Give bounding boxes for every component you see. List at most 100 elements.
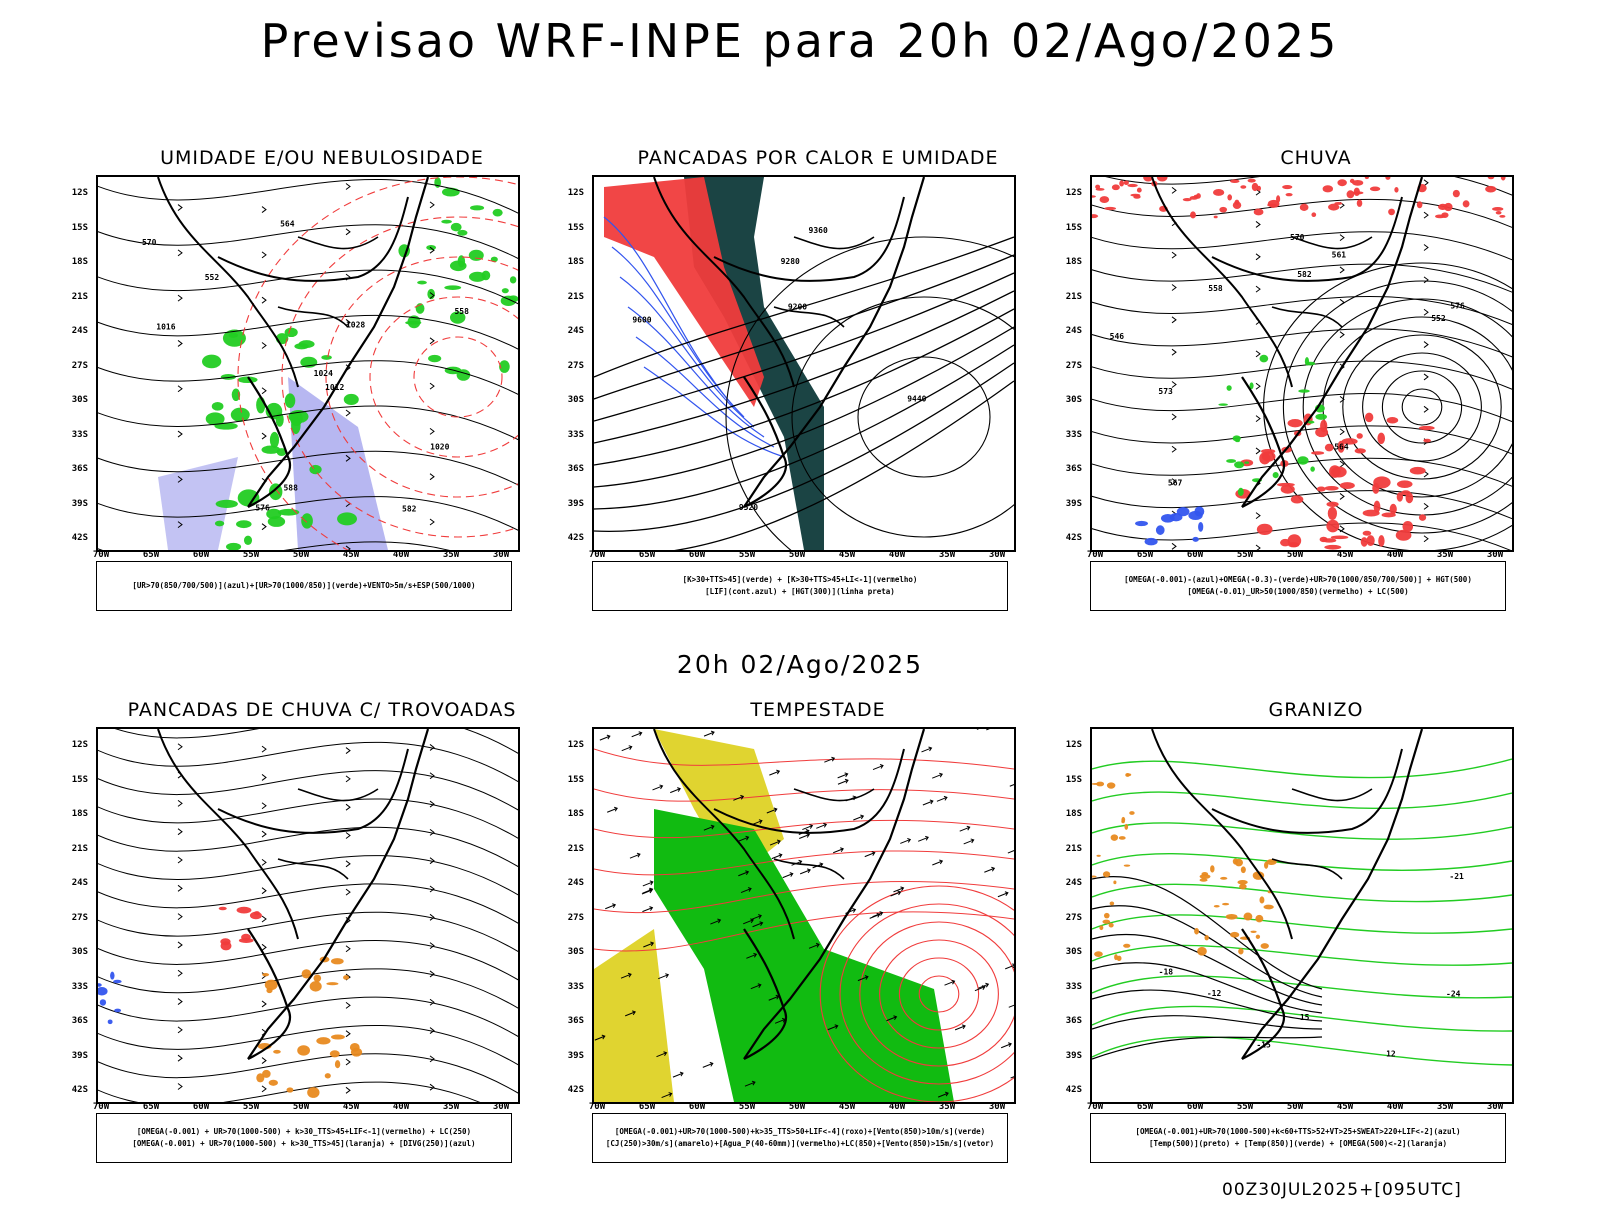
latitude-label: 30S	[548, 947, 584, 957]
rain-shade-red	[1257, 524, 1273, 535]
omega-shade-orange	[1214, 905, 1220, 907]
flow-arrow	[1424, 342, 1428, 348]
rain-shade-blue	[1198, 522, 1203, 532]
humidity-contour-green	[502, 288, 509, 293]
longitude-label: 30W	[486, 550, 516, 560]
legend-text: [CJ(250)>30m/s](amarelo)+[Agua_P(40-60mm…	[606, 1138, 994, 1150]
streamline	[98, 771, 518, 816]
humidity-contour-green	[442, 188, 460, 197]
flow-arrow	[1340, 267, 1344, 273]
omega-shade-orange	[1113, 880, 1116, 884]
streamline	[98, 799, 518, 844]
contour-label: -15	[1256, 1041, 1271, 1050]
flow-arrow	[1172, 446, 1176, 452]
humidity-contour-green	[262, 446, 281, 454]
omega-shade-orange	[1102, 920, 1110, 924]
wind-vector	[772, 854, 782, 859]
wind-vector	[658, 974, 668, 979]
rain-shade-red	[1213, 189, 1224, 196]
streamline	[1092, 177, 1512, 199]
latitude-label: 42S	[548, 533, 584, 543]
latitude-label: 12S	[52, 740, 88, 750]
humidity-contour-green	[510, 276, 516, 283]
legend-box: [K>30+TTS>45](verde) + [K>30+TTS>45+LI<-…	[592, 561, 1008, 611]
rain-shade-red	[1214, 216, 1218, 219]
flow-arrow	[178, 1084, 182, 1090]
thunderstorm-shade-orange	[287, 1087, 294, 1092]
flow-arrow	[346, 229, 350, 235]
thunderstorm-shade-red	[221, 941, 232, 950]
wind-vector	[937, 796, 947, 801]
omega-shade-orange	[1125, 773, 1130, 777]
lc-contour-red	[594, 749, 1014, 769]
rain-shade-red	[1387, 417, 1399, 423]
rain-shade-red	[1352, 180, 1363, 186]
latitude-label: 27S	[1046, 913, 1082, 923]
border-line	[1242, 377, 1284, 507]
wind-vector	[607, 807, 617, 812]
omega-shade-orange	[1210, 865, 1214, 872]
flow-arrow	[178, 829, 182, 835]
longitude-label: 30W	[1480, 1102, 1510, 1112]
longitude-label: 70W	[1080, 1102, 1110, 1112]
rain-shade-red	[1300, 204, 1309, 211]
contour-line	[1382, 371, 1461, 443]
contour-label: 546	[1110, 332, 1125, 341]
latitude-label: 42S	[1046, 533, 1082, 543]
contour-label: 12	[1386, 1049, 1396, 1058]
contour-label: 573	[1158, 387, 1173, 396]
rain-shade-red	[1357, 433, 1363, 439]
rain-shade-green	[1305, 357, 1309, 365]
flow-arrow	[1172, 414, 1176, 420]
flow-arrow	[262, 207, 266, 213]
rain-shade-red	[1419, 514, 1426, 521]
omega-shade-orange	[1107, 782, 1115, 788]
rain-shade-red	[1127, 184, 1137, 187]
streamline	[98, 912, 518, 957]
rain-shade-red	[1104, 207, 1116, 210]
contour-label: 15	[1300, 1013, 1310, 1022]
contour-label: 588	[283, 484, 298, 493]
longitude-label: 45W	[336, 550, 366, 560]
humidity-contour-green	[229, 333, 238, 338]
latitude-label: 36S	[1046, 464, 1082, 474]
divergence-shade-blue	[114, 1009, 121, 1013]
rain-shade-red	[1323, 185, 1333, 192]
rain-shade-red	[1496, 211, 1502, 215]
humidity-contour-green	[244, 536, 252, 545]
latitude-label: 24S	[1046, 326, 1082, 336]
longitude-label: 70W	[86, 1102, 116, 1112]
flow-arrow	[262, 1001, 266, 1007]
contour-label: -18	[1159, 968, 1174, 977]
thunderstorm-shade-red	[237, 907, 252, 914]
latitude-label: 18S	[52, 257, 88, 267]
wind-vector	[998, 892, 1008, 897]
rain-shade-red	[1227, 194, 1232, 200]
wind-vector	[891, 891, 901, 896]
latitude-label: 39S	[52, 1051, 88, 1061]
omega-shade-orange	[1194, 928, 1199, 934]
rain-shade-red	[1230, 179, 1239, 183]
rain-shade-red	[1410, 467, 1426, 475]
thunderstorm-shade-orange	[335, 1060, 340, 1068]
rain-shade-red	[1365, 177, 1369, 179]
rain-shade-green	[1244, 461, 1249, 464]
flow-arrow	[1256, 416, 1260, 422]
temp500-contour-black	[1092, 963, 1322, 1013]
rain-shade-green	[1260, 355, 1269, 363]
omega-shade-orange	[1109, 923, 1114, 928]
wind-vector	[1011, 1073, 1014, 1078]
omega-shade-orange	[1244, 913, 1253, 921]
longitude-label: 50W	[286, 550, 316, 560]
rain-shade-green	[1298, 389, 1310, 392]
omega-shade-orange	[1220, 877, 1227, 880]
humidity-contour-green	[212, 402, 224, 411]
flow-arrow	[1424, 503, 1428, 509]
rain-shade-red	[1092, 214, 1098, 218]
humidity-contour-green	[493, 209, 503, 217]
omega-shade-orange	[1119, 836, 1126, 840]
rain-shade-red	[1092, 195, 1096, 197]
